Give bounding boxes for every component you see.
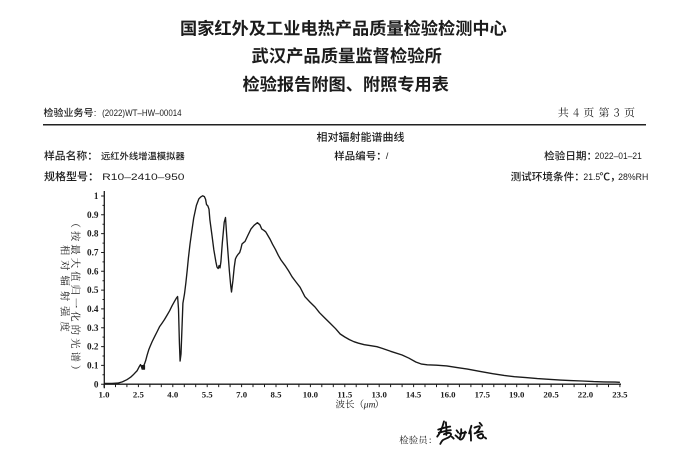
svg-text:14.5: 14.5 <box>406 389 422 399</box>
svg-text:0.9: 0.9 <box>87 210 99 220</box>
svg-text:5.5: 5.5 <box>202 389 214 399</box>
svg-text:13.0: 13.0 <box>371 389 387 399</box>
svg-text:10.0: 10.0 <box>303 389 319 399</box>
svg-text:22.0: 22.0 <box>578 389 594 399</box>
svg-text:28%RH: 28%RH <box>618 172 648 183</box>
svg-text:16.0: 16.0 <box>440 389 456 399</box>
svg-text:(2022)WT–HW–00014: (2022)WT–HW–00014 <box>102 108 182 119</box>
svg-text:1.0: 1.0 <box>99 389 111 399</box>
svg-text:4.0: 4.0 <box>167 389 179 399</box>
svg-text:0.2: 0.2 <box>87 342 99 352</box>
svg-text::: : <box>429 436 432 446</box>
svg-text:0.6: 0.6 <box>87 266 99 276</box>
svg-text:1: 1 <box>94 191 99 201</box>
svg-text:19.0: 19.0 <box>509 389 525 399</box>
svg-text::: : <box>94 108 97 119</box>
svg-text:0.4: 0.4 <box>87 304 99 314</box>
svg-text:0: 0 <box>94 379 99 389</box>
svg-text:/: / <box>386 151 389 162</box>
svg-text:0.7: 0.7 <box>87 248 99 258</box>
svg-text:0.8: 0.8 <box>87 229 99 239</box>
svg-text:0.1: 0.1 <box>87 361 99 371</box>
svg-text:7.0: 7.0 <box>236 389 248 399</box>
svg-text:23.5: 23.5 <box>612 389 628 399</box>
svg-text:R10–2410–950: R10–2410–950 <box>102 172 184 183</box>
svg-text:21.5: 21.5 <box>583 172 600 183</box>
svg-text:2.5: 2.5 <box>133 389 145 399</box>
svg-text:0.3: 0.3 <box>87 323 99 333</box>
svg-text:2022–01–21: 2022–01–21 <box>595 151 642 162</box>
svg-text:0.5: 0.5 <box>87 285 99 295</box>
svg-text:17.5: 17.5 <box>475 389 491 399</box>
svg-text:8.5: 8.5 <box>271 389 283 399</box>
svg-text:20.5: 20.5 <box>543 389 559 399</box>
svg-text:11.5: 11.5 <box>337 389 353 399</box>
svg-text:μm: μm <box>363 400 376 410</box>
